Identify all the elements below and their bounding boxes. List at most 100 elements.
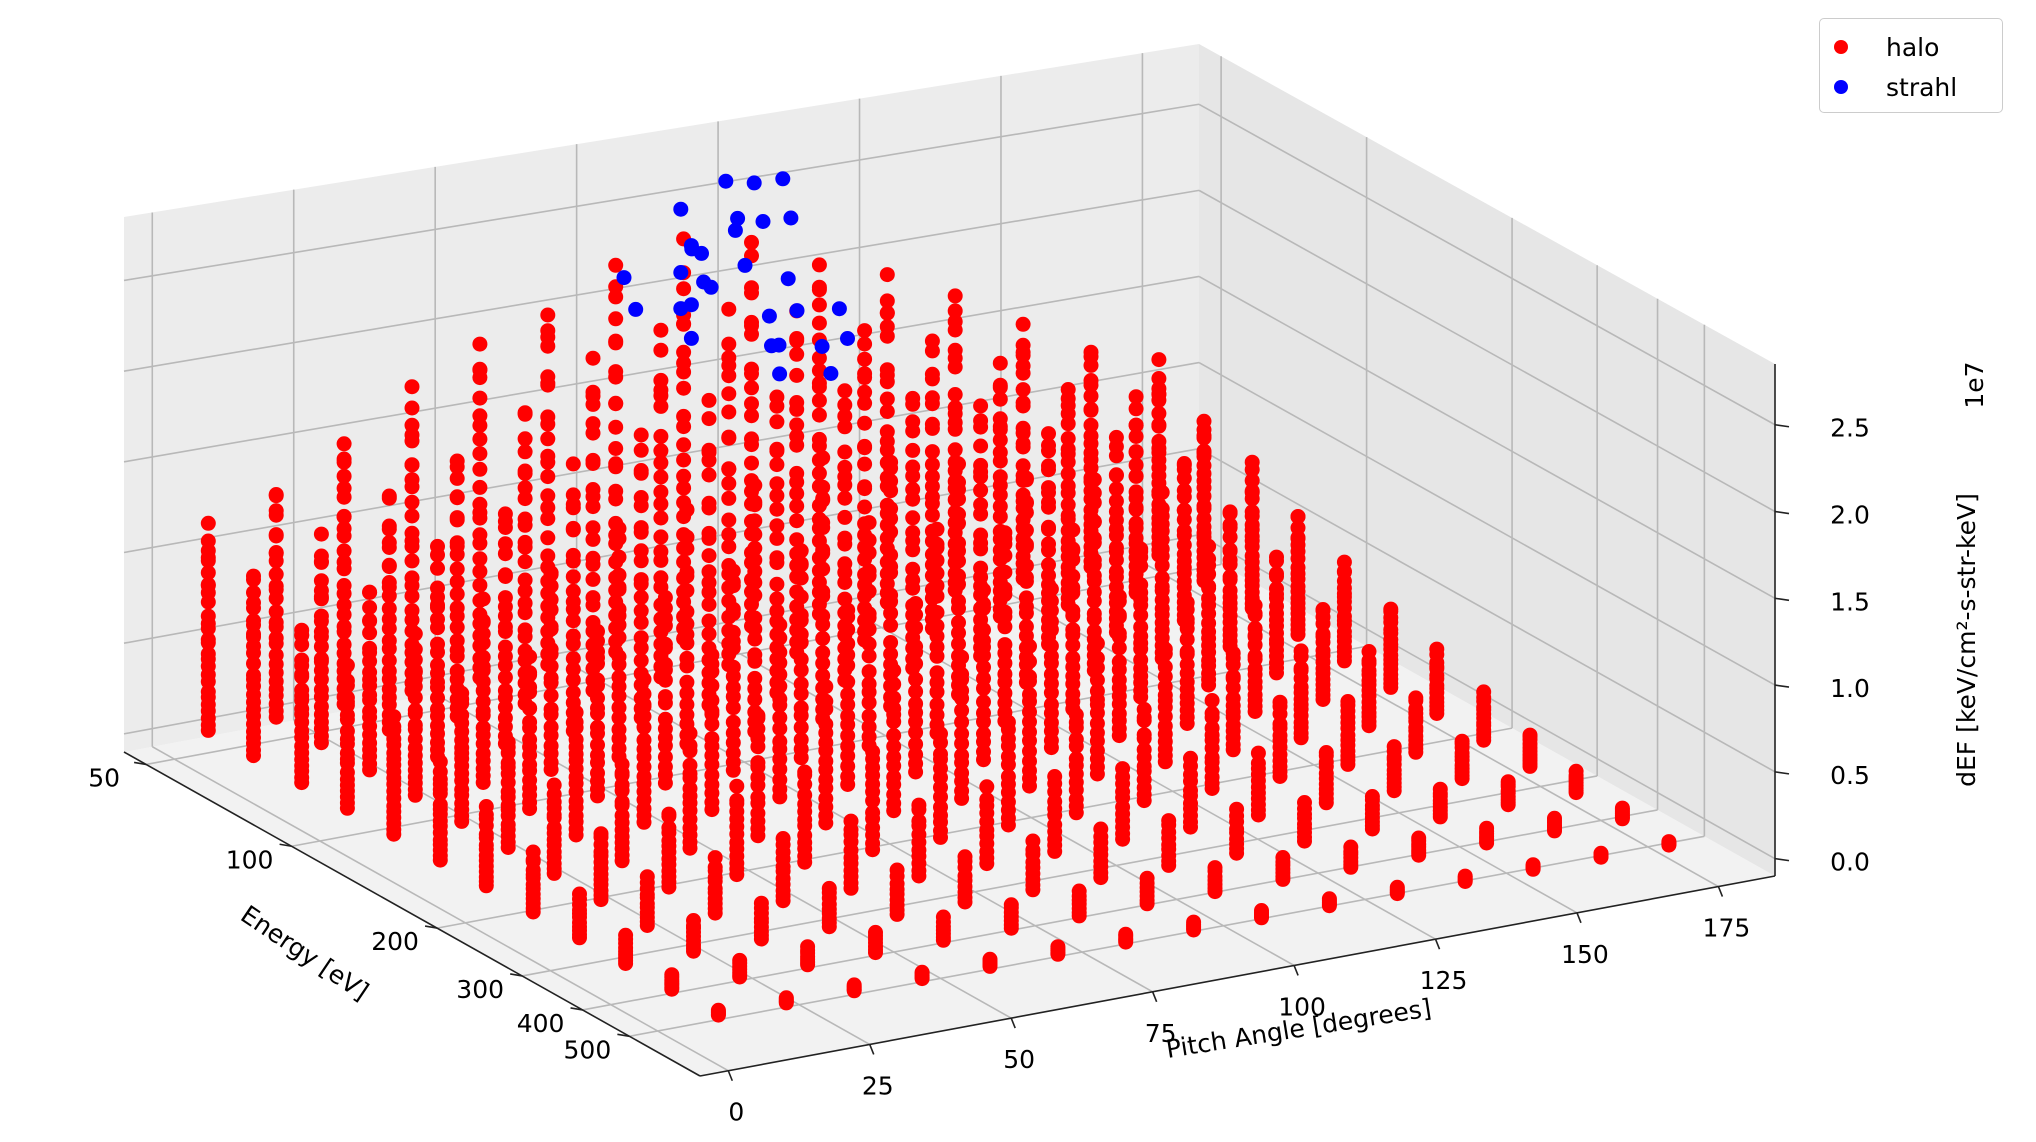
halo-point xyxy=(1041,426,1056,442)
x-tick-mark xyxy=(1010,1017,1016,1029)
halo-point xyxy=(522,700,538,716)
halo-point xyxy=(889,862,905,878)
halo-point xyxy=(929,552,945,568)
halo-point xyxy=(590,719,605,735)
halo-point xyxy=(1176,502,1192,518)
halo-point xyxy=(611,700,627,716)
halo-point xyxy=(362,625,378,641)
halo-point xyxy=(840,636,856,652)
halo-point xyxy=(865,805,881,821)
halo-point xyxy=(725,601,741,617)
halo-point xyxy=(497,506,513,522)
halo-point xyxy=(789,486,805,502)
y-tick-mark xyxy=(570,1007,583,1011)
halo-point xyxy=(1225,690,1241,706)
halo-point xyxy=(1500,774,1516,790)
halo-point xyxy=(565,594,581,610)
halo-point xyxy=(517,511,533,527)
halo-point xyxy=(772,617,788,633)
halo-point xyxy=(725,714,741,730)
halo-point xyxy=(947,314,963,330)
halo-point xyxy=(1015,358,1031,374)
halo-point xyxy=(868,924,883,940)
halo-point xyxy=(924,507,940,523)
halo-point xyxy=(772,667,788,683)
halo-point xyxy=(1133,619,1149,635)
grid-line-pitch-floor xyxy=(576,667,1154,993)
halo-point xyxy=(522,649,538,665)
halo-point xyxy=(1179,631,1195,647)
halo-point xyxy=(1128,444,1144,460)
halo-point xyxy=(593,826,609,842)
halo-point xyxy=(1128,515,1144,531)
halo-point xyxy=(793,662,809,678)
halo-point xyxy=(879,305,895,321)
halo-point xyxy=(653,322,669,338)
halo-point xyxy=(294,682,310,698)
halo-point xyxy=(1025,833,1041,849)
halo-point xyxy=(954,714,970,730)
halo-point xyxy=(478,799,494,814)
halo-point xyxy=(336,554,352,570)
halo-point xyxy=(857,336,873,352)
halo-point xyxy=(362,703,378,719)
halo-point xyxy=(1083,428,1099,444)
halo-point xyxy=(701,467,717,483)
halo-point xyxy=(721,430,737,446)
halo-point xyxy=(772,678,788,694)
halo-point xyxy=(1086,623,1102,639)
halo-point xyxy=(821,880,837,896)
halo-point xyxy=(449,619,465,635)
halo-point xyxy=(721,475,737,491)
halo-point xyxy=(200,565,216,581)
halo-point xyxy=(701,575,717,591)
halo-point xyxy=(929,628,945,644)
halo-point xyxy=(1018,494,1034,510)
halo-point xyxy=(837,490,853,506)
halo-point xyxy=(886,769,902,785)
strahl-point xyxy=(775,171,791,187)
halo-point xyxy=(1041,437,1056,453)
halo-point xyxy=(973,413,989,429)
halo-point xyxy=(933,799,948,815)
halo-point xyxy=(1018,619,1034,634)
x-tick-label: 100 xyxy=(1278,992,1326,1021)
halo-point xyxy=(905,414,921,430)
halo-point xyxy=(407,641,423,657)
halo-point xyxy=(1060,478,1076,494)
halo-point xyxy=(475,613,491,629)
halo-point xyxy=(1022,654,1037,669)
legend-item-strahl[interactable]: strahl xyxy=(1834,69,1957,105)
halo-point xyxy=(747,610,763,626)
halo-point xyxy=(472,577,488,593)
halo-point xyxy=(879,267,895,283)
halo-point xyxy=(543,701,559,717)
halo-point xyxy=(818,693,834,709)
halo-point xyxy=(1060,466,1076,482)
halo-point xyxy=(924,390,940,406)
halo-point xyxy=(1068,751,1084,767)
strahl-point xyxy=(737,257,753,273)
halo-point xyxy=(336,521,352,536)
halo-point xyxy=(404,588,420,604)
halo-point xyxy=(639,869,655,885)
halo-point xyxy=(653,529,669,545)
halo-point xyxy=(721,301,737,317)
halo-point xyxy=(1269,581,1284,597)
halo-point xyxy=(1290,509,1306,524)
halo-point xyxy=(1043,648,1059,664)
halo-point xyxy=(449,574,465,590)
halo-point xyxy=(653,428,669,444)
halo-point xyxy=(676,452,692,468)
halo-point xyxy=(1071,883,1087,899)
halo-point xyxy=(793,626,809,642)
halo-point xyxy=(517,622,533,638)
legend-item-halo[interactable]: halo xyxy=(1834,29,1939,65)
halo-point xyxy=(815,561,831,577)
halo-point xyxy=(522,665,538,681)
grid-line-dEF-right xyxy=(1198,447,1776,773)
halo-point xyxy=(1154,501,1170,517)
halo-point xyxy=(815,542,831,558)
halo-point xyxy=(815,515,831,530)
halo-point xyxy=(517,444,533,460)
